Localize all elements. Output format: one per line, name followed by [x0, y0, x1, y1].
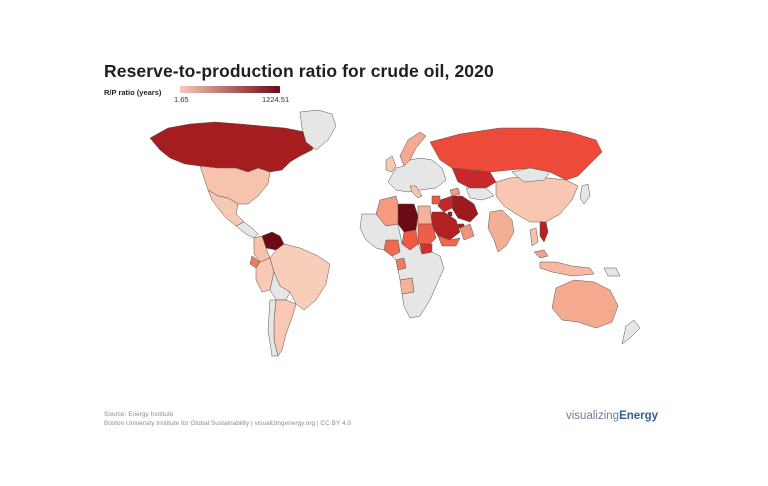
country-australia: [551, 279, 619, 329]
country-central-america: [235, 221, 259, 239]
country-nigeria: [383, 239, 401, 257]
country-oman: [459, 223, 475, 241]
country-europe: [387, 157, 447, 193]
legend-title: R/P ratio (years): [104, 88, 162, 97]
legend-min-label: 1.65: [174, 95, 189, 104]
country-italy: [409, 185, 423, 199]
country-malaysia: [533, 249, 549, 259]
country-angola: [399, 277, 415, 295]
country-libya: [397, 203, 419, 233]
brand-light: visualizing: [566, 410, 620, 422]
country-syria: [431, 195, 441, 205]
brand-logo: visualizingEnergy: [566, 410, 658, 422]
legend-color-bar: [180, 86, 280, 93]
country-iraq: [437, 195, 453, 213]
country-turkmenistan-uzbekistan: [465, 187, 495, 201]
country-yemen: [437, 235, 461, 247]
country-chad: [401, 229, 419, 251]
country-indonesia: [539, 261, 595, 277]
country-mongolia: [511, 167, 551, 183]
country-kazakhstan: [451, 167, 497, 189]
chart-title: Reserve-to-production ratio for crude oi…: [104, 61, 494, 81]
country-iran: [451, 195, 479, 223]
country-united-states: [199, 165, 271, 205]
country-india: [487, 209, 515, 253]
country-azerbaijan: [449, 187, 461, 197]
country-kuwait: [447, 211, 453, 217]
country-papua-new-guinea: [603, 267, 621, 277]
country-china: [495, 175, 579, 223]
country-chile: [267, 299, 279, 357]
country-japan: [579, 183, 591, 205]
country-south-sudan: [419, 243, 433, 255]
country-sudan: [417, 223, 437, 245]
country-gabon-congo: [395, 257, 407, 271]
country-greenland: [299, 109, 337, 151]
legend-max-label: 1224.51: [262, 95, 290, 104]
credit-note: Boston University Institute for Global S…: [104, 420, 352, 427]
country-egypt: [417, 205, 433, 225]
source-note: Source: Energy Institute: [104, 411, 174, 418]
country-united-kingdom: [385, 155, 397, 173]
country-new-zealand: [621, 319, 641, 345]
country-argentina: [273, 299, 297, 357]
country-canada: [149, 121, 319, 173]
brand-bold: Energy: [619, 410, 659, 422]
country-thailand: [529, 227, 539, 247]
country-vietnam: [539, 221, 549, 243]
